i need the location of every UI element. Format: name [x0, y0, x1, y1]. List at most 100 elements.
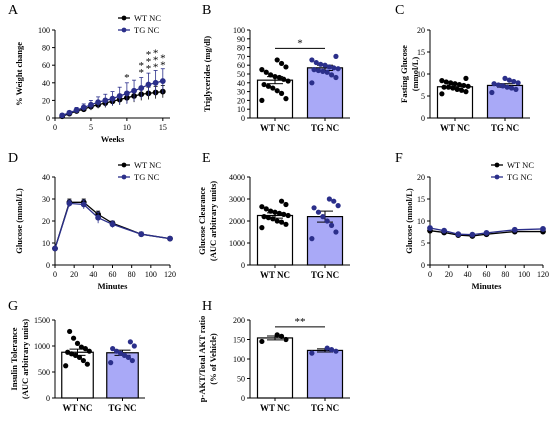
- panel-f: F 0 5 10 15 20 0 20 40 60 80 100 120 Minutes Glucose (…: [395, 151, 549, 291]
- data-point: [74, 340, 81, 346]
- data-point: [109, 221, 116, 228]
- y-tick-label: 0: [46, 261, 50, 270]
- significance-marker: *: [160, 60, 166, 72]
- category-label: TG NC: [311, 403, 339, 413]
- category-label: TG NC: [311, 123, 339, 133]
- data-point: [72, 352, 79, 358]
- data-point: [125, 354, 132, 361]
- y-tick-label: 4000: [229, 173, 245, 182]
- y-tick-label: 90: [237, 35, 245, 44]
- data-point: [63, 363, 69, 369]
- y-tick-label: 10: [237, 105, 245, 114]
- y-tick-label: 20: [417, 173, 425, 182]
- data-point: [515, 80, 521, 86]
- significance-marker: **: [295, 316, 306, 328]
- data-point: [283, 64, 289, 70]
- y-axis-label: Glucose (mmol/L): [404, 188, 414, 254]
- significance-marker: *: [153, 47, 159, 59]
- category-label: TG NC: [311, 270, 339, 280]
- data-point: [443, 79, 449, 85]
- significance-marker: *: [160, 53, 166, 65]
- data-point: [66, 200, 73, 207]
- panel-d: D 0 10 20 30 40 0 20 40 60 80 100 120 Minutes Glucose …: [8, 151, 176, 291]
- data-point: [80, 104, 87, 111]
- bar: [256, 337, 294, 399]
- x-tick-label: 80: [128, 270, 136, 279]
- data-point: [73, 107, 80, 113]
- data-point: [283, 201, 289, 208]
- data-point: [84, 361, 90, 367]
- legend-label: TG NC: [134, 25, 160, 35]
- y-tick-label: 0: [421, 114, 425, 123]
- data-point: [322, 62, 328, 68]
- y-tick-label: 15: [417, 195, 425, 204]
- y-tick-label: 10: [42, 239, 50, 248]
- y-tick-label: 100: [38, 26, 50, 35]
- y-tick-label: 100: [233, 355, 245, 364]
- significance-marker: *: [146, 63, 152, 75]
- y-tick-label: 500: [38, 368, 50, 377]
- y-tick-label: 200: [233, 316, 245, 325]
- data-point: [131, 343, 137, 349]
- y-tick-label: 60: [42, 61, 50, 70]
- data-point: [491, 81, 497, 87]
- data-point: [278, 60, 285, 67]
- legend-label: TG NC: [134, 172, 160, 182]
- panel-label: A: [8, 3, 19, 18]
- data-point: [270, 85, 276, 91]
- data-point: [270, 216, 276, 222]
- data-point: [127, 339, 133, 345]
- x-tick-label: 5: [89, 123, 93, 132]
- data-point: [268, 72, 274, 78]
- y-tick-label: 0: [241, 261, 245, 270]
- x-tick-label: 20: [70, 270, 78, 279]
- x-tick-label: 40: [89, 270, 97, 279]
- data-point: [68, 351, 75, 357]
- legend-swatch-marker: [121, 15, 127, 21]
- series-tg-nc: [59, 68, 166, 119]
- data-point: [108, 360, 114, 366]
- y-tick-label: 60: [237, 61, 245, 70]
- y-tick-label: 10: [417, 217, 425, 226]
- data-point: [335, 66, 341, 72]
- y-tick-label: 80: [237, 44, 245, 53]
- data-point: [309, 80, 315, 86]
- legend-swatch-marker: [494, 174, 500, 180]
- data-point: [138, 85, 145, 91]
- data-point: [511, 78, 517, 85]
- x-axis-label: Minutes: [98, 281, 128, 291]
- data-point: [265, 215, 272, 221]
- data-point: [121, 352, 128, 358]
- legend-swatch-marker: [121, 162, 127, 168]
- y-tick-label: 0: [46, 394, 50, 403]
- y-tick-label: 10: [417, 70, 425, 79]
- x-tick-label: 0: [428, 270, 432, 279]
- category-label: TG NC: [108, 403, 136, 413]
- x-tick-label: 60: [483, 270, 491, 279]
- x-axis-label: Minutes: [472, 281, 502, 291]
- data-point: [448, 80, 454, 86]
- data-point: [315, 67, 322, 74]
- data-point: [109, 95, 116, 102]
- data-point: [326, 196, 332, 202]
- data-point: [113, 348, 120, 354]
- significance-marker: *: [146, 56, 152, 68]
- data-point: [116, 93, 123, 99]
- data-point: [324, 69, 330, 75]
- data-point: [281, 76, 287, 82]
- x-tick-label: 100: [145, 270, 157, 279]
- y-tick-label: 5: [421, 239, 425, 248]
- data-point: [82, 346, 88, 352]
- data-point: [450, 85, 456, 91]
- data-point: [152, 79, 159, 86]
- category-label: TG NC: [491, 123, 519, 133]
- data-point: [95, 214, 102, 221]
- data-point: [508, 85, 515, 91]
- significance-marker: *: [146, 49, 152, 61]
- data-point: [272, 74, 278, 80]
- legend-swatch-marker: [121, 27, 127, 33]
- category-label: WT NC: [62, 403, 92, 413]
- data-point: [461, 82, 467, 89]
- y-tick-label: 50: [237, 70, 245, 79]
